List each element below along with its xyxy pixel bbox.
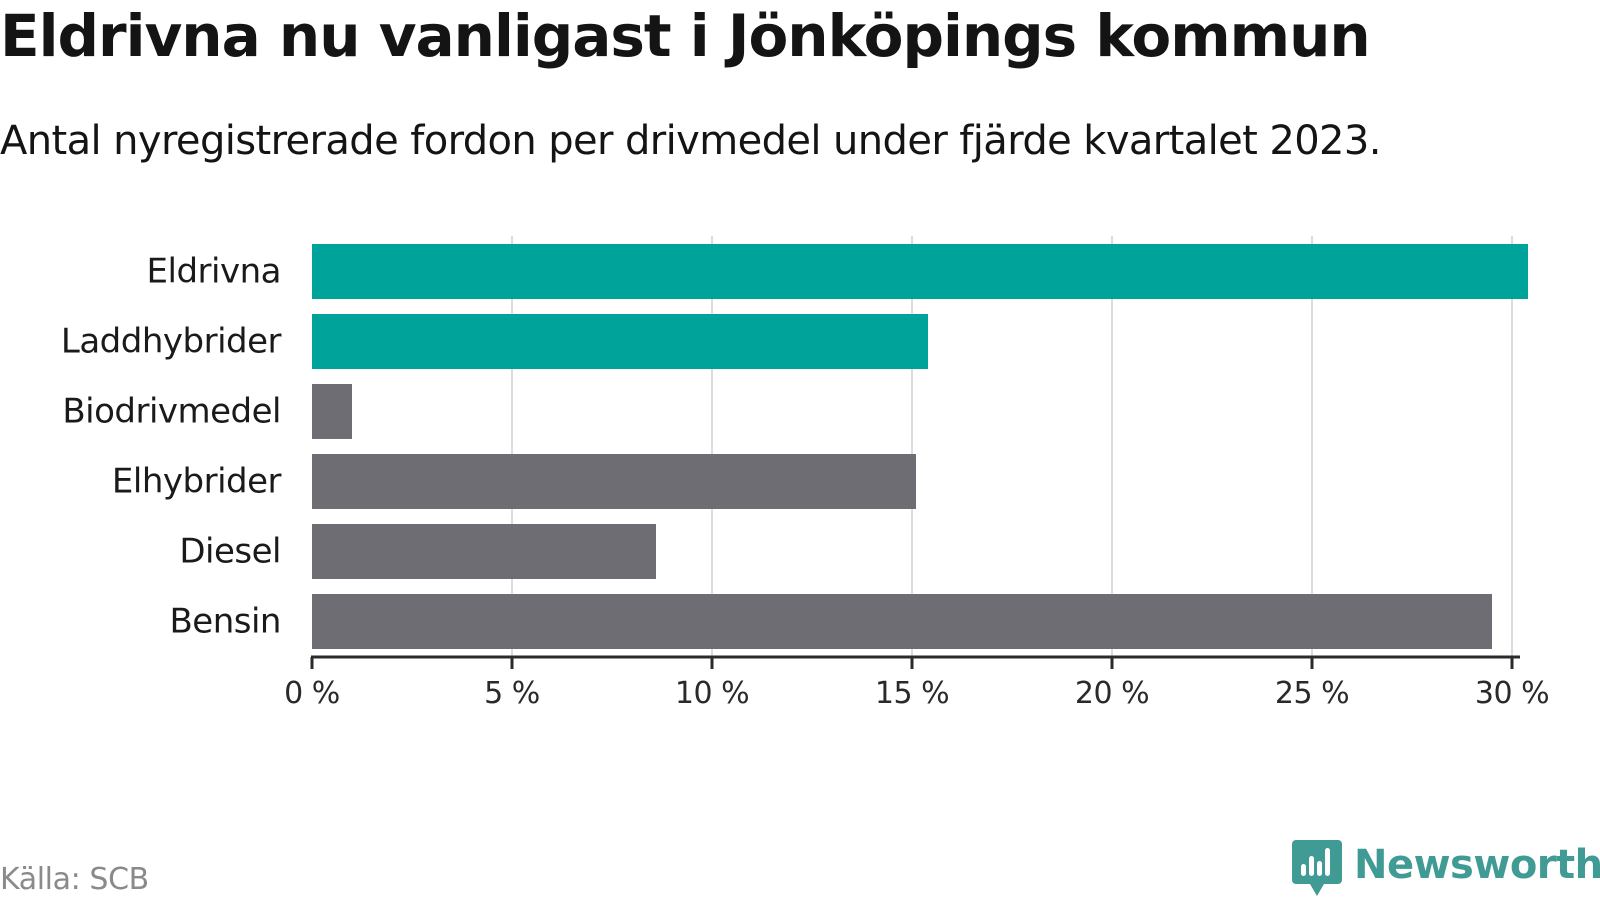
chart-title: Eldrivna nu vanligast i Jönköpings kommu… [0,2,1371,70]
source-note: Källa: SCB [0,862,149,897]
x-tick-label: 15 % [875,676,949,711]
x-tick-label: 10 % [675,676,749,711]
bar-biodrivmedel [312,384,352,439]
bars [312,244,1528,649]
category-label: Elhybrider [112,462,282,502]
x-axis: 0 % 5 % 10 % 15 % 20 % 25 % 30 % [284,655,1550,711]
category-labels: Eldrivna Laddhybrider Biodrivmedel Elhybrid… [61,252,282,642]
category-label: Biodrivmedel [62,392,281,432]
bar-diesel [312,524,656,579]
bar-eldrivna [312,244,1528,299]
newsworthy-logo-icon [1292,840,1342,896]
x-tick-label: 20 % [1075,676,1149,711]
category-label: Eldrivna [147,252,281,292]
bar-laddhybrider [312,314,928,369]
category-label: Bensin [169,602,281,642]
x-tick-label: 5 % [484,676,540,711]
bar-bensin [312,594,1492,649]
x-tick-label: 0 % [284,676,340,711]
grid-lines [511,236,1513,657]
brand-name: Newsworthy [1354,842,1600,888]
category-label: Diesel [179,532,281,572]
bar-elhybrider [312,454,916,509]
x-tick-label: 25 % [1275,676,1349,711]
category-label: Laddhybrider [61,322,282,362]
x-tick-label: 30 % [1475,676,1549,711]
chart-subtitle: Antal nyregistrerade fordon per drivmede… [0,118,1381,164]
brand-logo: Newsworthy [1292,840,1600,900]
